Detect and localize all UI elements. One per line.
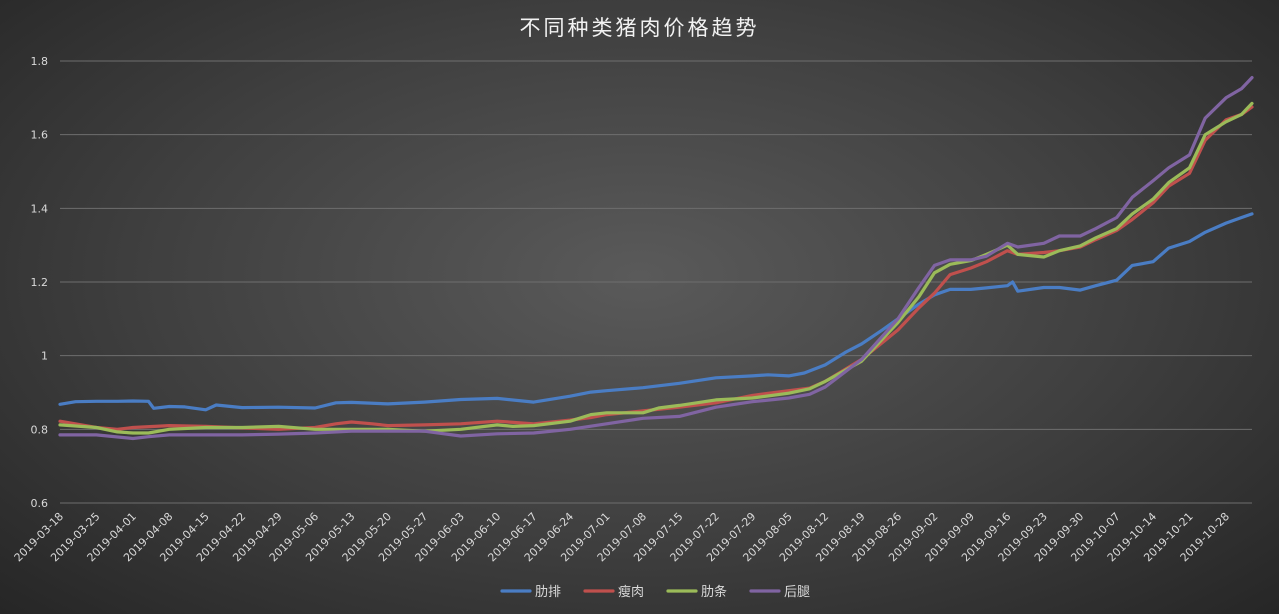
y-tick-label: 1.6 — [31, 129, 49, 142]
legend: 肋排 瘦肉 肋条 后腿 — [500, 584, 810, 600]
y-axis: 0.6 0.8 1 1.2 1.4 1.6 1.8 — [31, 55, 49, 510]
series-layer — [58, 76, 1254, 441]
legend-label: 肋排 — [535, 585, 561, 600]
y-tick-label: 0.8 — [31, 423, 49, 436]
chart-title: 不同种类猪肉价格趋势 — [519, 16, 760, 40]
series-line — [58, 212, 1254, 412]
series-line — [58, 76, 1254, 441]
y-tick-label: 1.2 — [31, 276, 49, 289]
y-tick-label: 1.8 — [31, 55, 49, 68]
series-line — [58, 105, 1254, 431]
legend-label: 瘦肉 — [618, 584, 644, 600]
x-axis: 2019-03-182019-03-252019-04-012019-04-08… — [12, 510, 1232, 564]
y-tick-label: 1 — [41, 350, 48, 363]
y-tick-label: 0.6 — [31, 497, 49, 510]
grid-layer — [60, 60, 1252, 504]
legend-label: 肋条 — [701, 584, 727, 600]
series-line — [58, 101, 1254, 435]
legend-label: 后腿 — [784, 585, 810, 600]
y-tick-label: 1.4 — [31, 202, 49, 215]
